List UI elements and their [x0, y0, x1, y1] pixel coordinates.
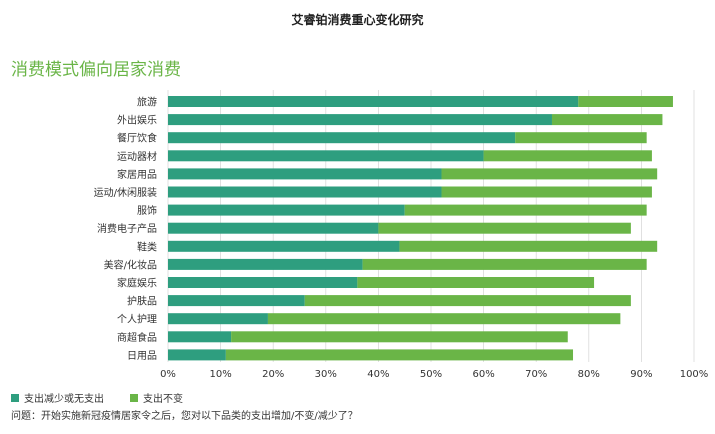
category-label: 外出娱乐 [117, 114, 157, 127]
labels-layer: 旅游外出娱乐餐厅饮食运动器材家居用品运动/休闲服装服饰消费电子产品鞋类美容/化妆… [94, 96, 157, 362]
category-label: 运动器材 [117, 150, 157, 163]
bar-segment-unchanged [551, 114, 663, 126]
bar-segment-decrease [168, 240, 400, 252]
category-label: 旅游 [137, 96, 157, 109]
bar-segment-decrease [168, 277, 358, 288]
x-tick-label: 50% [420, 369, 442, 380]
bar-segment-decrease [168, 114, 552, 126]
bar-segment-unchanged [578, 96, 673, 107]
bar-segment-decrease [168, 295, 305, 307]
legend-item-unchanged: 支出不变 [130, 390, 183, 405]
ticks-layer: 0% 10% 20% 30% 40% 50% 60% 70% 80% 90% 100% [160, 369, 708, 380]
bar-segment-decrease [168, 150, 484, 162]
bar-segment-decrease [168, 204, 405, 216]
survey-question-note: 问题：开始实施新冠疫情居家令之后，您对以下品类的支出增加/不变/减少了？ [11, 411, 358, 422]
x-tick-label: 20% [262, 369, 284, 380]
chart-header-title: 艾睿铂消费重心变化研究 [291, 13, 424, 27]
bar-segment-unchanged [441, 186, 652, 198]
bar-segment-decrease [168, 222, 379, 234]
x-tick-label: 60% [472, 369, 494, 380]
bar-segment-decrease [168, 186, 442, 198]
chart-subtitle: 消费模式偏向居家消费 [11, 60, 181, 80]
bar-segment-decrease [168, 331, 232, 343]
chart-legend: 支出减少或无支出 支出不变 [11, 390, 209, 405]
category-label: 护肤品 [127, 295, 157, 308]
category-label: 服饰 [137, 204, 157, 217]
category-label: 餐厅饮食 [117, 132, 157, 145]
bar-segment-decrease [168, 313, 268, 325]
bar-segment-unchanged [483, 150, 652, 162]
category-label: 消费电子产品 [97, 222, 157, 235]
x-tick-label: 90% [630, 369, 652, 380]
bar-segment-decrease [168, 96, 579, 107]
category-label: 个人护理 [117, 313, 157, 326]
legend-swatch-decrease [11, 393, 19, 402]
x-tick-label: 30% [315, 369, 337, 380]
bar-segment-unchanged [231, 331, 568, 343]
bar-segment-unchanged [441, 168, 658, 180]
bar-segment-unchanged [404, 204, 647, 216]
bar-segment-unchanged [267, 313, 621, 325]
x-tick-label: 70% [525, 369, 547, 380]
category-label: 家庭娱乐 [117, 277, 157, 290]
x-tick-label: 0% [160, 369, 176, 380]
bar-segment-unchanged [399, 240, 658, 252]
category-label: 美容/化妆品 [104, 258, 157, 271]
x-tick-label: 100% [680, 369, 709, 380]
bar-segment-unchanged [225, 349, 574, 361]
legend-item-decrease: 支出减少或无支出 [11, 390, 104, 405]
bar-segment-decrease [168, 258, 363, 270]
bars-layer [168, 96, 673, 361]
bar-segment-unchanged [357, 277, 595, 288]
category-label: 鞋类 [137, 240, 157, 253]
bar-segment-unchanged [304, 295, 631, 307]
bar-segment-decrease [168, 168, 442, 180]
category-label: 运动/休闲服装 [94, 186, 157, 199]
bar-segment-decrease [168, 132, 516, 144]
x-tick-label: 10% [209, 369, 231, 380]
bar-segment-decrease [168, 349, 226, 361]
x-tick-label: 40% [367, 369, 389, 380]
legend-swatch-unchanged [130, 393, 138, 402]
bar-segment-unchanged [362, 258, 647, 270]
legend-label-unchanged: 支出不变 [143, 394, 183, 405]
x-tick-label: 80% [578, 369, 600, 380]
category-label: 日用品 [127, 350, 157, 362]
bar-segment-unchanged [515, 132, 647, 144]
legend-label-decrease: 支出减少或无支出 [24, 394, 104, 405]
category-label: 商超食品 [117, 331, 157, 344]
bar-segment-unchanged [378, 222, 631, 234]
category-label: 家居用品 [117, 168, 157, 181]
